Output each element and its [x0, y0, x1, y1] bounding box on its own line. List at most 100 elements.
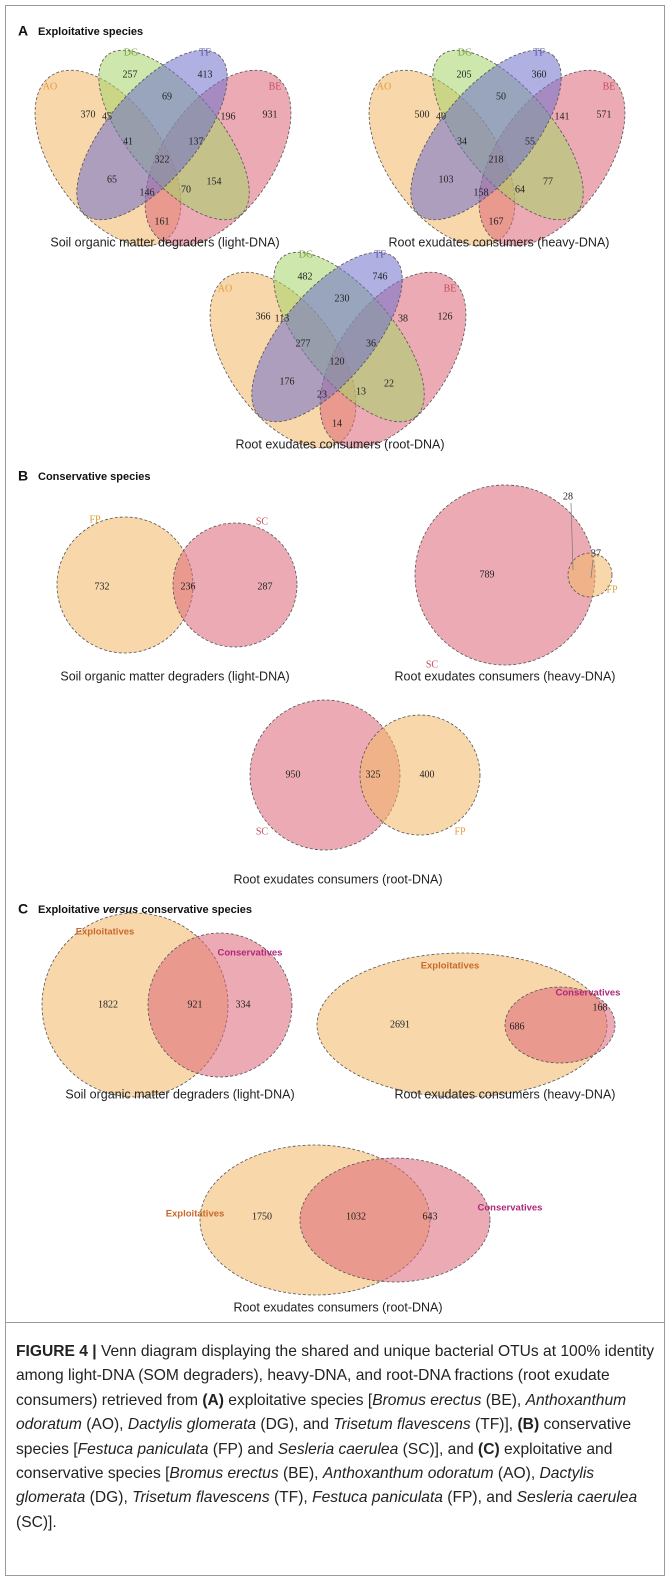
title-part: Conservative species [38, 471, 151, 483]
species: Anthoxanthum odoratum [16, 1391, 627, 1434]
venn-set [504, 986, 616, 1064]
caption-ref: (B) [517, 1416, 540, 1434]
set-label: FP [606, 584, 618, 595]
region-count: 141 [555, 111, 570, 122]
caption-text: (BE), [278, 1465, 323, 1483]
panel-letter: C [18, 901, 28, 917]
region-count: 686 [510, 1021, 525, 1032]
region-count: 36 [366, 338, 376, 349]
caption-text: (SC)]. [16, 1513, 57, 1531]
caption-ref: (A) [202, 1391, 224, 1409]
species: Sesleria caerulea [516, 1489, 638, 1507]
caption-text: (DG), [85, 1489, 133, 1507]
caption-text: (FP), and [442, 1489, 517, 1507]
region-count: 77 [543, 176, 553, 187]
panel-title: Exploitative species [38, 26, 143, 38]
region-count: 500 [415, 109, 430, 120]
species: Sesleria caerulea [277, 1440, 399, 1458]
region-count: 37 [591, 548, 601, 559]
species: Festuca paniculata [77, 1440, 209, 1458]
region-count: 196 [221, 111, 236, 122]
region-count: 400 [420, 769, 435, 780]
species: Trisetum flavescens [333, 1416, 471, 1434]
venn-set [359, 714, 481, 836]
species: Dactylis glomerata [16, 1465, 595, 1507]
region-count: 1032 [346, 1211, 366, 1222]
region-count: 921 [188, 999, 203, 1010]
caption-text: (AO), [493, 1465, 540, 1483]
caption-text: (FP) and [208, 1440, 278, 1458]
set-label: AO [218, 283, 232, 294]
species: Anthoxanthum odoratum [322, 1465, 494, 1483]
species: Bromus erectus [169, 1465, 279, 1483]
region-count: 28 [563, 491, 573, 502]
venn-set [172, 522, 298, 648]
set-label: Conservatives [218, 948, 283, 959]
caption-text: conservative species [ [16, 1416, 632, 1458]
region-count: 158 [474, 187, 489, 198]
species: Festuca paniculata [312, 1489, 443, 1507]
set-label: BE [269, 81, 282, 92]
region-count: 218 [489, 154, 504, 165]
title-part: Exploitative [38, 904, 103, 916]
venn-set [567, 552, 613, 598]
region-count: 167 [489, 216, 504, 227]
figure-frame [5, 5, 665, 1576]
set-label: Conservatives [478, 1203, 543, 1214]
set-label: SC [256, 826, 269, 837]
caption-text: (AO), [81, 1416, 128, 1434]
region-count: 126 [438, 311, 453, 322]
region-count: 38 [398, 313, 408, 324]
region-count: 205 [457, 69, 472, 80]
region-count: 257 [123, 69, 138, 80]
figure: A Exploitative species B Conservative speci… [18, 23, 626, 1314]
panel-title: Exploitative versus conservative species [38, 904, 252, 916]
region-count: 732 [95, 581, 110, 592]
caption-text: (TF), [269, 1489, 313, 1507]
region-count: 571 [597, 109, 612, 120]
venn-set [251, 251, 403, 423]
region-count: 325 [366, 769, 381, 780]
region-count: 137 [189, 136, 204, 147]
region-count: 789 [480, 569, 495, 580]
region-count: 334 [236, 999, 251, 1010]
region-count: 69 [162, 91, 172, 102]
diagram-subtitle: Soil organic matter degraders (light-DNA… [65, 1087, 294, 1101]
title-part: conservative species [138, 904, 252, 916]
region-count: 950 [286, 769, 301, 780]
region-count: 1822 [98, 999, 118, 1010]
panel-letter: B [18, 468, 28, 484]
separator [5, 1322, 665, 1323]
region-count: 643 [423, 1211, 438, 1222]
diagram-subtitle: Soil organic matter degraders (light-DNA… [50, 235, 279, 249]
region-count: 482 [298, 271, 313, 282]
title-part: Exploitative species [38, 26, 143, 38]
venn-set [410, 49, 562, 221]
leader-line [590, 559, 594, 579]
region-count: 413 [198, 69, 213, 80]
set-label: TF [533, 47, 545, 58]
venn-set [299, 1157, 491, 1283]
caption-text: exploitative and conservative species [ [16, 1440, 613, 1483]
set-label: AO [377, 81, 391, 92]
region-count: 277 [296, 338, 311, 349]
set-label: BE [444, 283, 457, 294]
set-label: SC [426, 659, 439, 670]
leader-line [570, 502, 574, 571]
region-count: 34 [457, 136, 467, 147]
title-part: versus [103, 904, 138, 916]
region-count: 40 [436, 111, 446, 122]
region-count: 1750 [252, 1211, 272, 1222]
region-count: 236 [181, 581, 196, 592]
caption-text: exploitative species [ [223, 1391, 373, 1409]
region-count: 931 [263, 109, 278, 120]
set-label: FP [454, 826, 466, 837]
set-label: AO [43, 81, 57, 92]
species: Dactylis glomerata [127, 1416, 257, 1434]
set-label: DG [458, 47, 472, 58]
region-count: 168 [593, 1002, 608, 1013]
region-count: 366 [256, 311, 271, 322]
set-label: TF [199, 47, 211, 58]
diagram-subtitle: Root exudates consumers (root-DNA) [233, 1300, 442, 1314]
